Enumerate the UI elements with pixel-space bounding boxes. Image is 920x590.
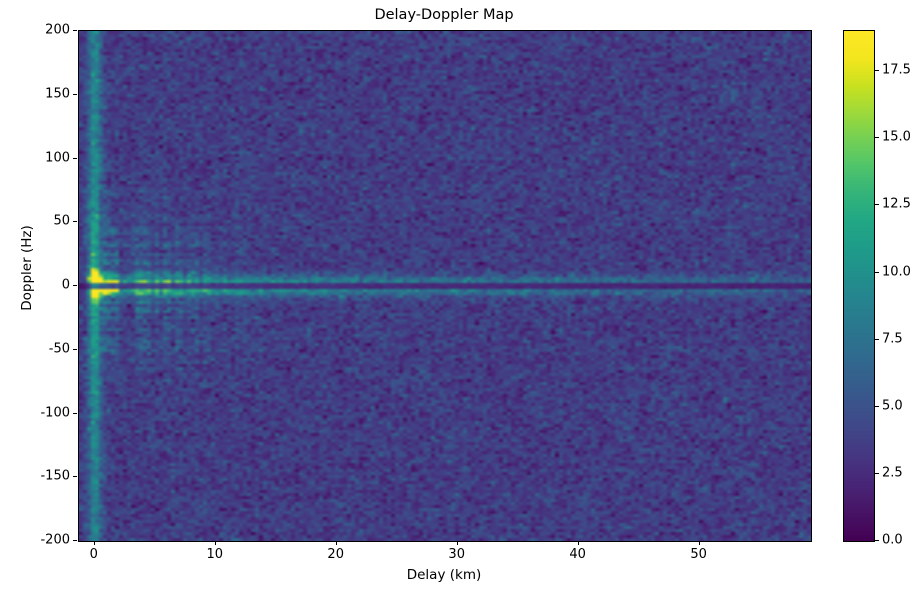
x-tick-label: 0 [89, 547, 98, 562]
y-tick-label: -200 [40, 532, 70, 548]
x-tick-label: 20 [327, 547, 344, 562]
colorbar-tick-label: 10.0 [882, 264, 911, 280]
y-tick-mark [73, 476, 77, 478]
y-tick-mark [73, 221, 77, 223]
colorbar-tick-mark [875, 204, 879, 206]
x-tick-mark [335, 541, 337, 545]
y-tick-label: 200 [45, 22, 70, 38]
x-tick-label: 40 [569, 547, 586, 562]
colorbar-tick-mark [875, 137, 879, 139]
x-axis-label: Delay (km) [406, 567, 482, 583]
y-tick-label: -100 [40, 405, 70, 420]
y-tick-label: 150 [45, 86, 70, 102]
colorbar-tick-label: 17.5 [882, 62, 911, 78]
y-tick-mark [73, 348, 77, 350]
colorbar-tick-mark [875, 70, 879, 72]
colorbar-tick-label: 0.0 [882, 532, 903, 548]
colorbar-tick-mark [875, 271, 879, 273]
y-tick-mark [73, 93, 77, 95]
colorbar-tick-mark [875, 540, 879, 541]
colorbar-tick-label: 7.5 [882, 331, 903, 347]
page-title: Delay-Doppler Map [374, 7, 514, 23]
y-tick-label: -50 [48, 341, 70, 357]
x-tick-label: 10 [206, 547, 223, 562]
colorbar-gradient [844, 31, 874, 541]
x-tick-mark [93, 541, 95, 545]
delay-doppler-heatmap [79, 31, 811, 541]
colorbar-tick-label: 2.5 [882, 465, 903, 481]
x-tick-mark [214, 541, 216, 545]
colorbar-tick-label: 15.0 [882, 129, 911, 145]
y-tick-mark [73, 157, 77, 159]
y-tick-label: 100 [45, 150, 70, 165]
colorbar-tick-label: 5.0 [882, 398, 903, 414]
x-tick-label: 50 [690, 547, 707, 562]
heatmap-axes [78, 30, 812, 542]
y-tick-label: 50 [53, 213, 70, 229]
x-tick-mark [577, 541, 579, 545]
colorbar-tick-mark [875, 405, 879, 407]
colorbar-tick-mark [875, 338, 879, 340]
colorbar-tick-mark [875, 472, 879, 474]
y-tick-mark [73, 412, 77, 414]
x-tick-mark [456, 541, 458, 545]
y-tick-label: -150 [40, 468, 70, 484]
y-tick-label: 0 [61, 277, 70, 293]
y-tick-mark [73, 285, 77, 286]
x-tick-mark [698, 541, 700, 545]
y-tick-mark [73, 540, 77, 541]
x-tick-label: 30 [448, 547, 465, 562]
colorbar [843, 30, 875, 542]
y-tick-mark [73, 30, 77, 31]
colorbar-tick-label: 12.5 [882, 196, 911, 212]
y-axis-label: Doppler (Hz) [19, 225, 35, 311]
